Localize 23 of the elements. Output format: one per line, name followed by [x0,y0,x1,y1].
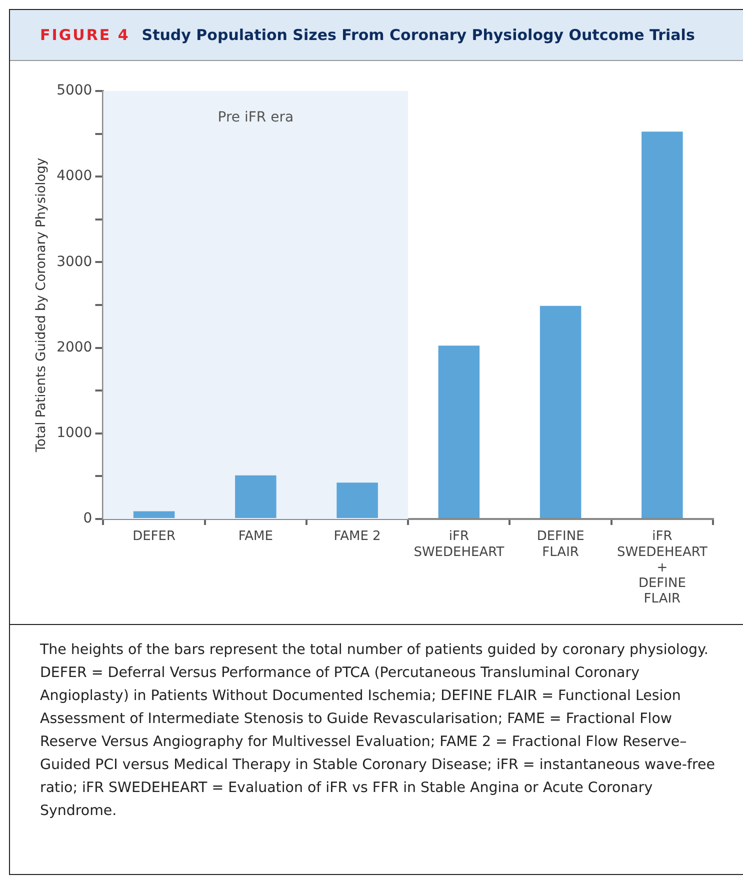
y-axis-title: Total Patients Guided by Coronary Physiology [34,158,50,454]
bar [336,482,378,518]
bar [438,346,480,518]
bar [133,511,175,518]
x-tick-label: iFR SWEDEHEART [414,529,504,560]
x-tick-label: DEFINE FLAIR [536,529,584,560]
y-tick-label: 0 [83,510,92,527]
y-tick-label: 3000 [56,254,92,270]
x-tick-label: DEFER [132,529,176,544]
bar [235,475,276,518]
chart-title: Study Population Sizes From Coronary Physiology Outcome Trials [142,26,695,44]
x-tick-label: iFR SWEDEHEART + DEFINE FLAIR [616,529,708,607]
y-tick-label: 5000 [56,82,92,99]
caption: FIGURE 4 [40,26,130,44]
text: The heights of the bars represent the total number of patients guided by coronary physiology. DEFER = Deferral Versus Performance of PTCA (Percutaneous Transluminal Coronary Angioplasty) in Patients Without Documented Ischemia; DEFINE FLAIR = Functional Lesion Assessment of Intermediate Stenosis to Guide Revascularisation; FAME = Fractional Flow Reserve Versus Angiography for Multivessel Evaluation; FAME 2 = Fractional Flow Reserve–Guided PCI versus Medical Therapy in Stable Coronary Disease; iFR = instantaneous wave-free ratio; iFR SWEDEHEART = Evaluation of iFR vs FFR in Stable Angina or Acute Coronary Syndrome. [10,624,743,823]
bar [540,306,582,518]
y-tick-label: 2000 [56,339,92,356]
y-tick-label: 4000 [56,168,92,184]
x-tick-label: FAME [238,529,273,544]
bar [642,132,683,518]
band-label: Pre iFR era [218,110,294,126]
y-tick-label: 1000 [56,425,92,442]
x-tick-label: FAME 2 [334,529,381,544]
